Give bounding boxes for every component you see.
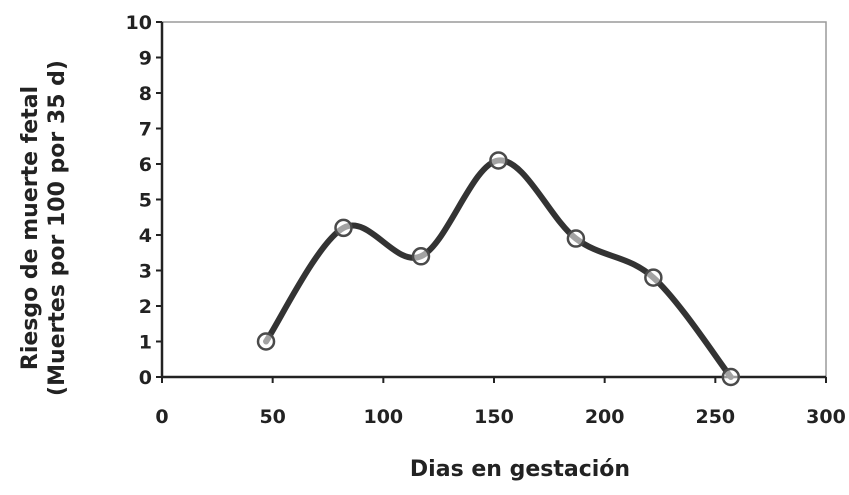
data-point <box>411 247 431 266</box>
series-layer <box>256 151 741 387</box>
y-tick-label: 10 <box>126 12 152 34</box>
x-axis-title: Dias en gestación <box>410 457 630 482</box>
data-point <box>334 218 353 238</box>
y-axis: 0 1 2 3 4 5 6 7 8 9 10 <box>126 12 164 389</box>
y-tick-label: 1 <box>139 332 152 354</box>
plot-area <box>161 21 827 378</box>
data-point <box>256 332 276 351</box>
y-tick-label: 8 <box>139 83 152 105</box>
x-axis: 0 50 100 150 200 250 300 <box>155 375 846 428</box>
x-tick-label: 300 <box>806 406 846 428</box>
data-point <box>489 151 508 170</box>
plot-border <box>161 21 827 378</box>
y-tick-label: 3 <box>139 261 152 283</box>
y-axis-title-line-1: Riesgo de muerte fetal <box>18 86 43 370</box>
x-tick-label: 250 <box>695 406 735 428</box>
y-tick-label: 4 <box>139 225 152 247</box>
y-tick-label: 0 <box>139 367 152 389</box>
data-point <box>721 367 741 387</box>
x-tick-label: 100 <box>363 406 403 428</box>
y-axis-title-line-2: (Muertes por 100 por 35 d) <box>45 60 70 396</box>
data-point <box>566 229 586 248</box>
y-tick-label: 6 <box>139 154 152 176</box>
series-line <box>263 157 734 380</box>
x-tick-label: 50 <box>259 406 285 428</box>
data-point <box>644 268 663 287</box>
y-tick-label: 2 <box>139 296 152 318</box>
x-tick-label: 0 <box>155 406 168 428</box>
x-tick-label: 200 <box>585 406 625 428</box>
y-tick-label: 5 <box>139 190 152 212</box>
x-tick-label: 150 <box>474 406 514 428</box>
y-tick-label: 9 <box>139 48 152 70</box>
y-tick-label: 7 <box>139 119 152 141</box>
